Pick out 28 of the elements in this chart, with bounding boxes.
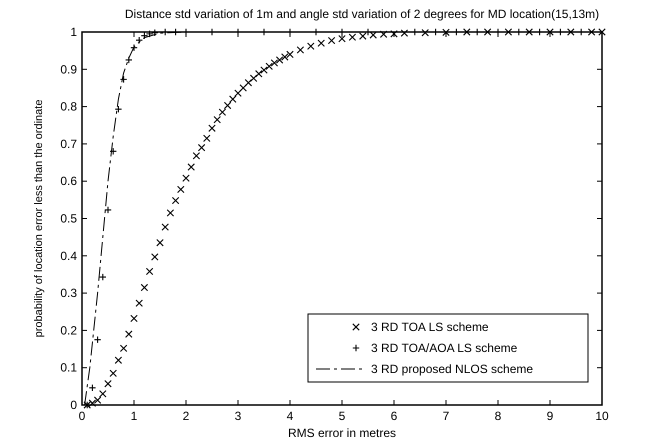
x-tick-label: 2 (182, 409, 190, 423)
y-tick-label: 0.8 (60, 100, 78, 114)
y-tick-label: 0.9 (60, 62, 78, 76)
y-tick-label: 0.3 (60, 286, 78, 300)
y-axis-title: probability of location error less than the ordinate (33, 100, 45, 338)
x-tick-label: 10 (595, 409, 609, 423)
x-tick-label: 4 (286, 409, 294, 423)
x-tick-label: 3 (234, 409, 242, 423)
legend-label: 3 RD proposed NLOS scheme (371, 362, 534, 376)
y-tick-label: 0.1 (60, 360, 78, 375)
x-tick-label: 0 (78, 409, 86, 423)
y-tick-label: 0 (70, 398, 78, 412)
legend-label: 3 RD TOA/AOA LS scheme (371, 341, 518, 355)
y-tick-label: 0.6 (60, 174, 78, 188)
x-tick-label: 1 (130, 409, 138, 423)
y-tick-label: 1 (70, 25, 78, 39)
y-tick-label: 0.7 (60, 136, 78, 151)
y-tick-label: 0.2 (60, 323, 78, 338)
x-tick-label: 8 (494, 409, 502, 423)
x-tick-label: 5 (338, 409, 346, 423)
x-tick-label: 7 (442, 409, 450, 423)
x-tick-label: 6 (390, 409, 398, 423)
y-tick-label: 0.4 (60, 248, 78, 263)
legend-label: 3 RD TOA LS scheme (371, 320, 489, 334)
x-axis-title: RMS error in metres (288, 426, 396, 440)
chart-title: Distance std variation of 1m and angle std variation of 2 degrees for MD location(15,13m) (124, 7, 600, 21)
x-tick-label: 9 (546, 409, 554, 423)
y-tick-label: 0.5 (60, 212, 78, 226)
